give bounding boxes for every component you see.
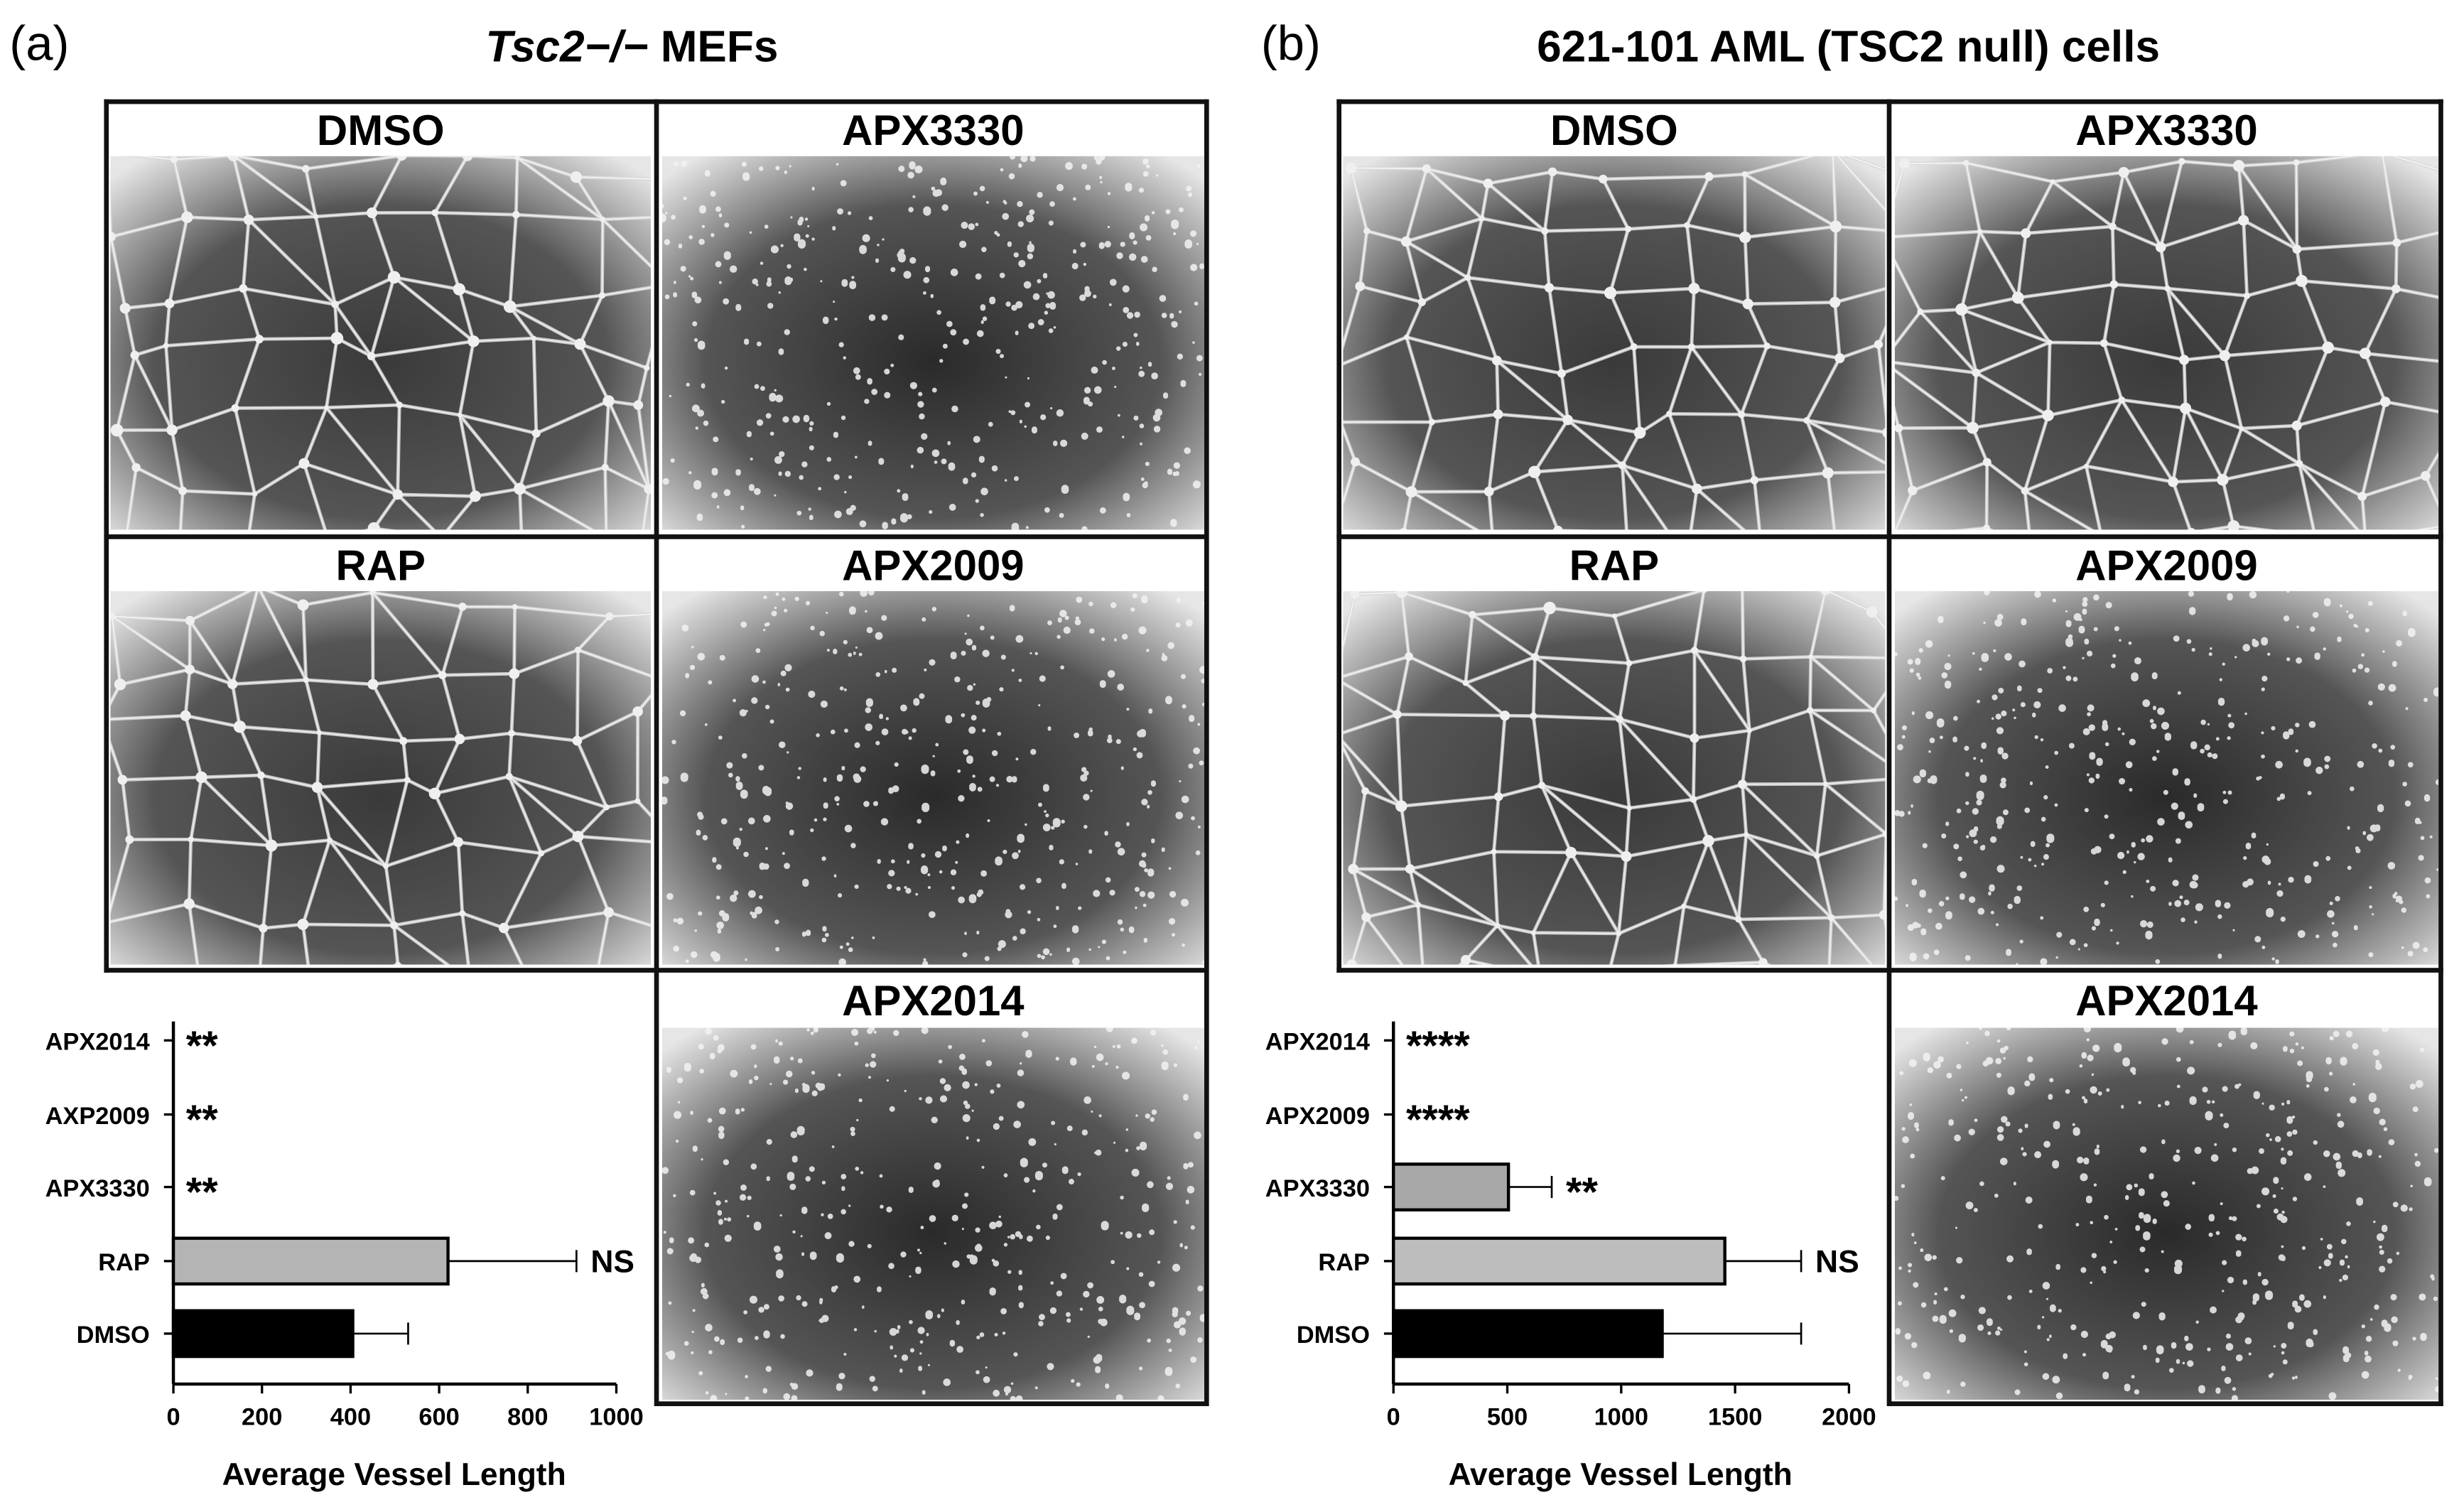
significance-label: ****: [1406, 1097, 1470, 1143]
x-tick-label: 0: [1387, 1404, 1400, 1431]
category-label: APX2014: [1265, 1029, 1370, 1056]
bar: [1393, 1164, 1508, 1209]
category-label: APX2009: [1265, 1103, 1370, 1130]
bar: [1393, 1238, 1724, 1284]
significance-label: NS: [1815, 1244, 1859, 1279]
x-tick-label: 2000: [1822, 1404, 1876, 1431]
bar: [1393, 1311, 1662, 1356]
x-tick-label: 1500: [1708, 1404, 1762, 1431]
category-label: RAP: [1318, 1249, 1370, 1276]
category-label: APX3330: [1265, 1175, 1370, 1202]
category-label: DMSO: [1297, 1322, 1370, 1349]
x-tick-label: 1000: [1594, 1404, 1648, 1431]
x-tick-label: 500: [1487, 1404, 1528, 1431]
significance-label: ****: [1406, 1023, 1470, 1069]
chart-1-body: APX2014 **** APX2009 **** APX3330 ** RAP NS DMSO…: [1265, 1022, 1876, 1492]
significance-label: **: [1566, 1170, 1598, 1215]
x-axis-label: Average Vessel Length: [1449, 1457, 1793, 1492]
